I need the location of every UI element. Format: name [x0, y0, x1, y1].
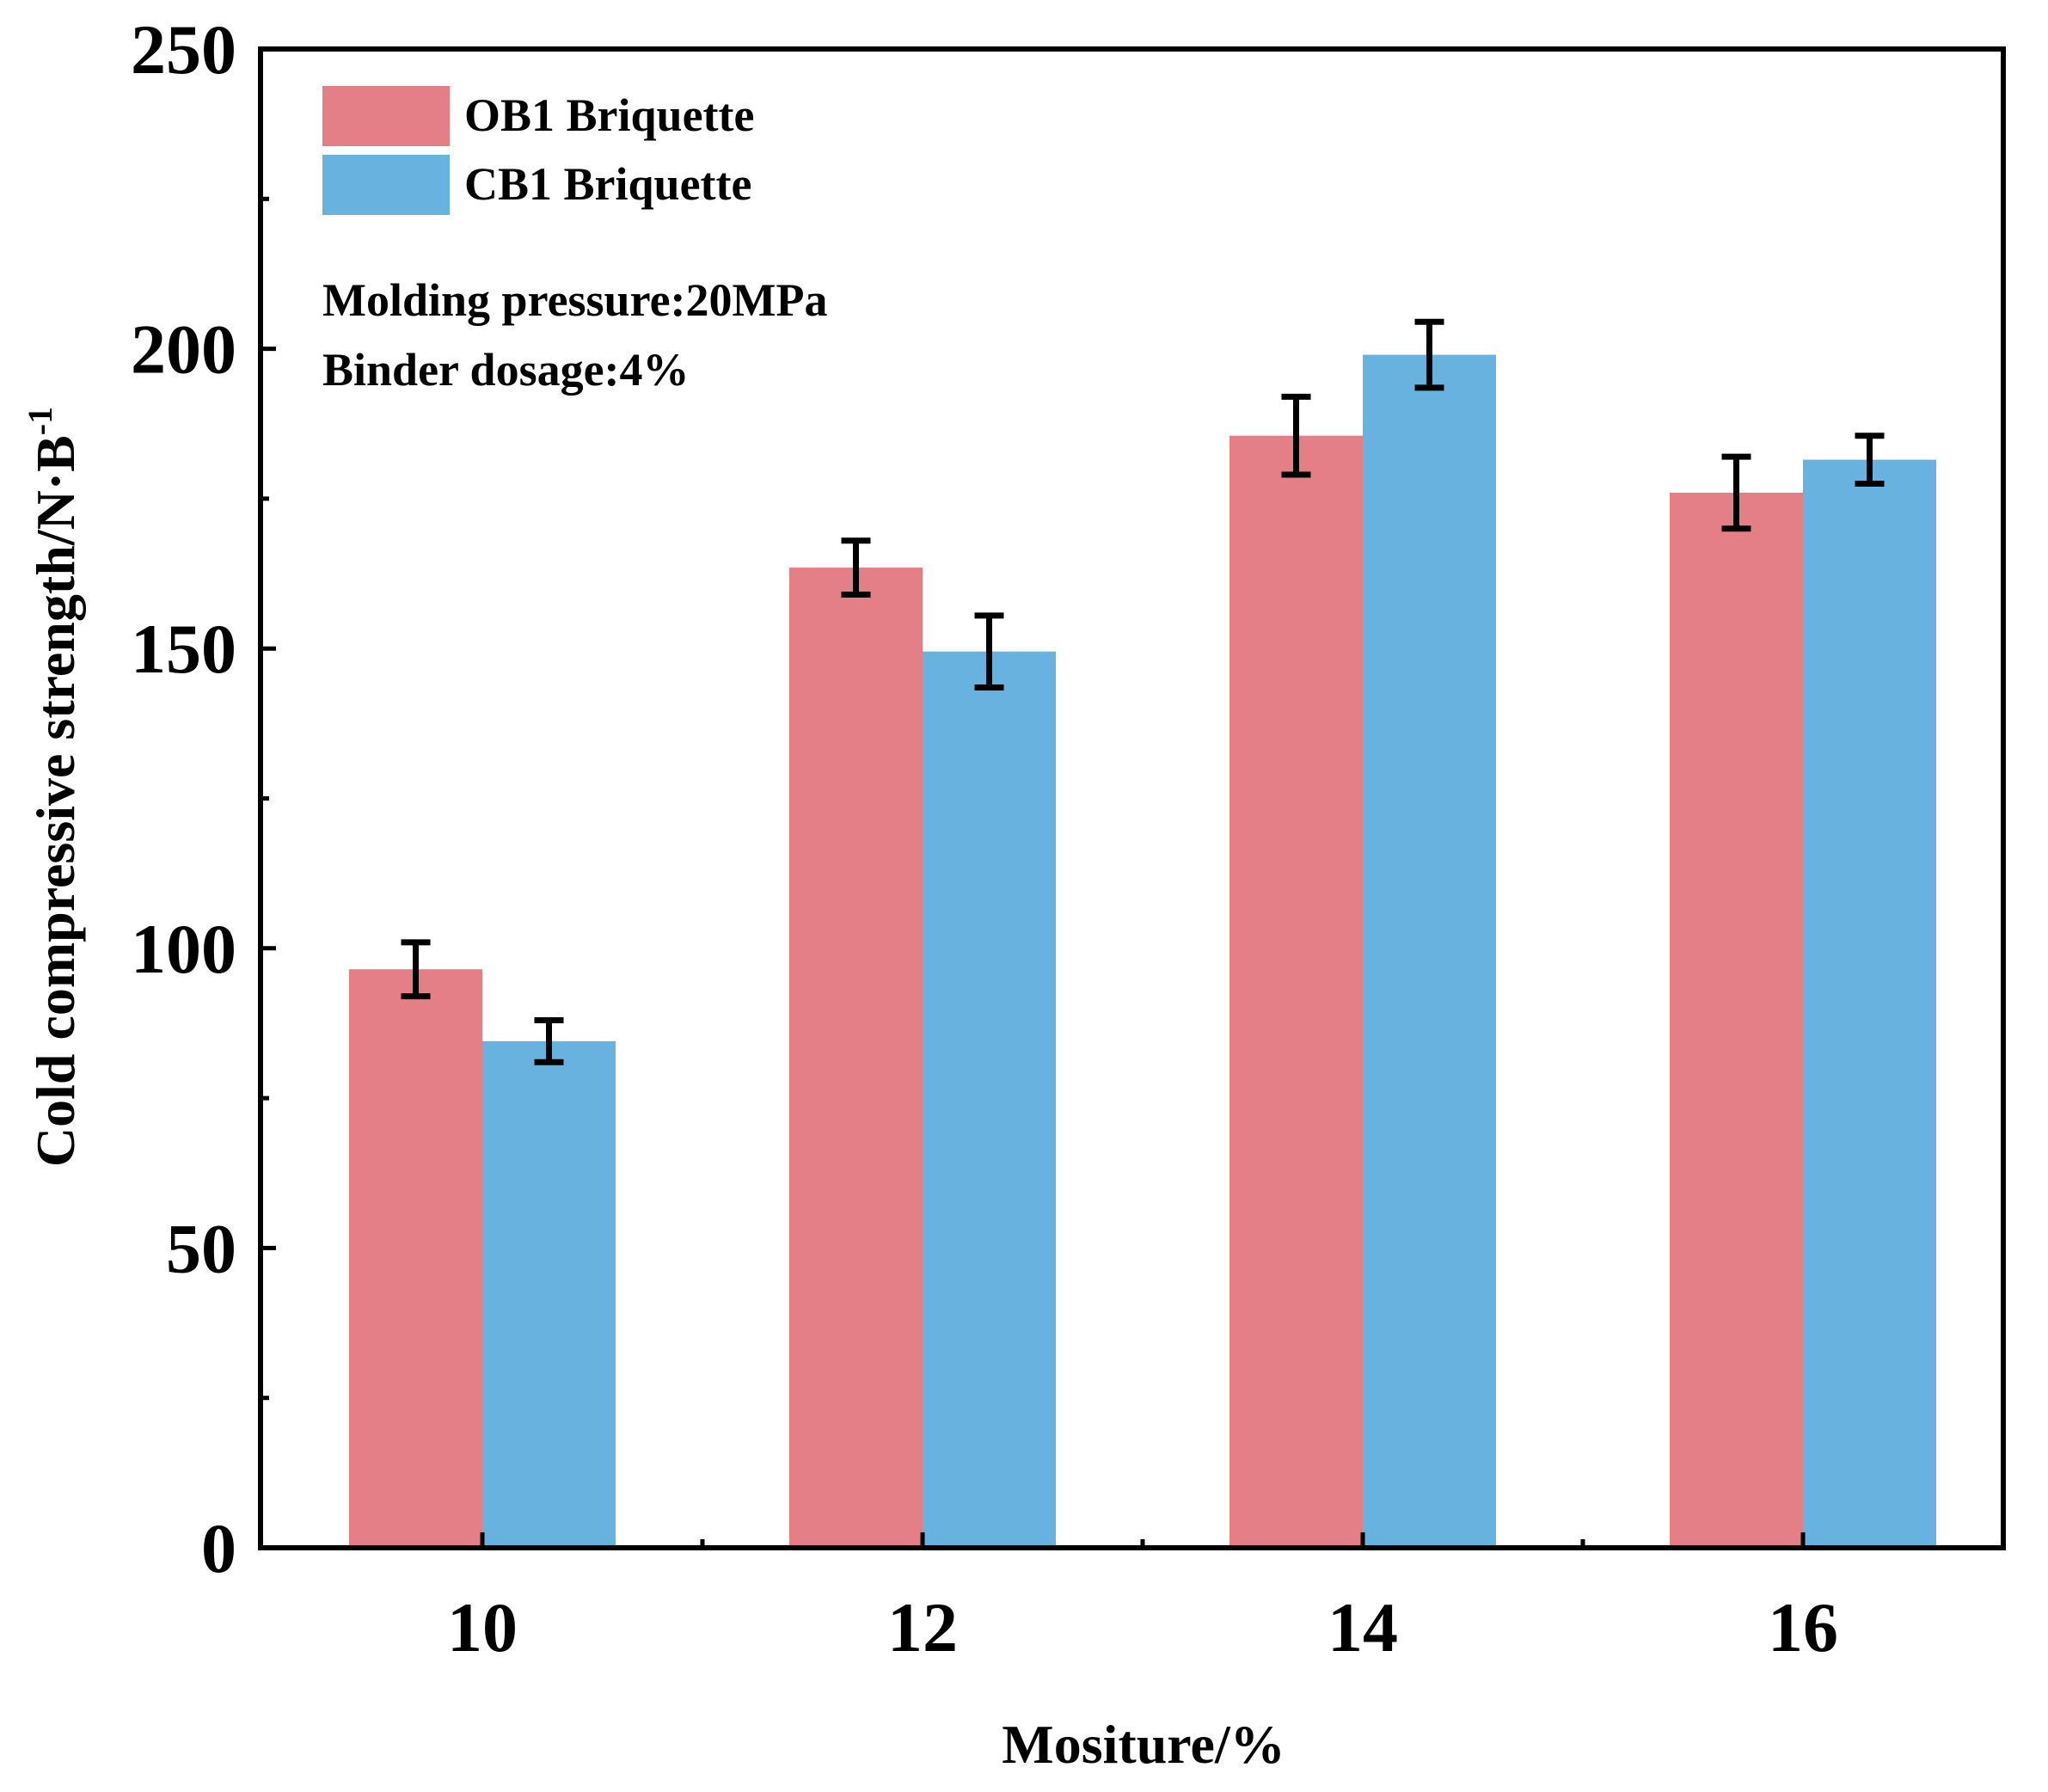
bar-cb1-12 [923, 651, 1056, 1548]
bar-cb1-16 [1803, 459, 1936, 1548]
x-tick-label-16: 16 [1768, 1588, 1838, 1666]
legend-label-ob1: OB1 Briquette [464, 89, 754, 141]
legend-swatch-cb1 [322, 155, 450, 215]
error-bar-cb1-16 [1855, 433, 1885, 487]
y-tick-label-0: 0 [201, 1509, 236, 1587]
x-tick-label-14: 14 [1328, 1588, 1398, 1666]
y-axis-title-superscript: -1 [21, 407, 59, 435]
bar-cb1-14 [1363, 354, 1496, 1548]
axes-layer: 10 12 14 16 0 50 100 150 200 250 [131, 10, 1838, 1666]
x-axis-title: Mositure/% [1002, 1714, 1285, 1775]
bar-cb1-10 [482, 1040, 616, 1548]
error-bar-cb1-14 [1414, 318, 1444, 391]
bar-ob1-12 [789, 568, 923, 1548]
annotation-molding-pressure: Molding pressure:20MPa [322, 274, 828, 326]
x-tick-label-12: 12 [887, 1588, 958, 1666]
legend-swatch-ob1 [322, 86, 450, 146]
error-bar-ob1-12 [841, 537, 871, 598]
bar-ob1-14 [1229, 435, 1363, 1549]
bar-ob1-10 [349, 969, 482, 1548]
y-tick-label-100: 100 [131, 910, 236, 988]
legend-label-cb1: CB1 Briquette [464, 158, 751, 210]
y-axis-title: Cold compressive strength/N·B-1 [21, 407, 86, 1167]
legend: OB1 Briquette CB1 Briquette [322, 86, 754, 215]
error-bar-ob1-16 [1721, 453, 1751, 532]
bars-layer [349, 354, 1936, 1549]
error-bar-ob1-10 [401, 939, 431, 1000]
y-tick-label-200: 200 [131, 310, 236, 389]
x-tick-label-10: 10 [447, 1588, 518, 1666]
bar-ob1-16 [1670, 492, 1803, 1548]
y-axis-title-main: Cold compressive strength/N·B [25, 435, 86, 1167]
error-bars-layer [401, 318, 1885, 1065]
y-tick-label-50: 50 [166, 1209, 236, 1287]
y-tick-label-150: 150 [131, 610, 236, 688]
annotation-binder-dosage: Binder dosage:4% [322, 344, 690, 396]
error-bar-cb1-10 [534, 1016, 564, 1065]
error-bar-cb1-12 [974, 612, 1004, 691]
error-bar-ob1-14 [1281, 393, 1311, 478]
y-tick-label-250: 250 [131, 10, 236, 89]
